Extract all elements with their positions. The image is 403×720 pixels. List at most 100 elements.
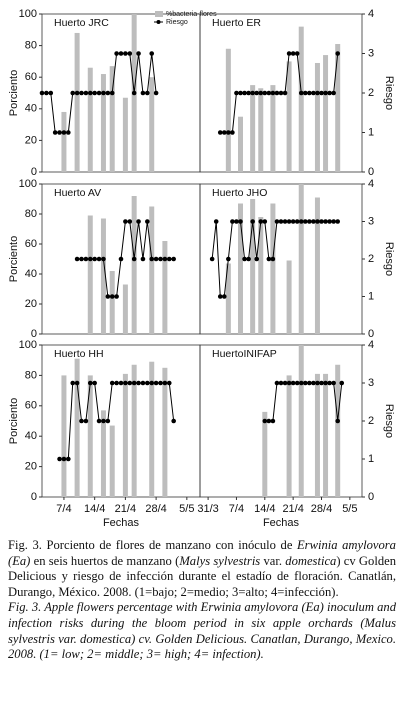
bar <box>335 44 341 172</box>
bar <box>162 241 168 334</box>
risk-point <box>290 51 296 56</box>
bar <box>225 263 231 334</box>
bar <box>314 373 320 497</box>
y2-axis-label: Riesgo <box>383 242 395 276</box>
bar <box>323 55 329 172</box>
risk-point <box>127 51 133 56</box>
risk-point <box>323 219 328 224</box>
risk-point <box>274 380 280 386</box>
risk-point <box>230 219 235 224</box>
x-tick-label: 14/4 <box>84 503 105 515</box>
y2-tick-label: 0 <box>368 491 374 503</box>
bar <box>225 48 231 173</box>
risk-point <box>74 256 80 262</box>
risk-point <box>266 418 272 424</box>
caption-segment: Fig. 3. Porciento de flores de manzano c… <box>8 538 297 552</box>
risk-point <box>331 90 336 96</box>
bar <box>74 32 80 173</box>
risk-point <box>217 294 223 299</box>
risk-point <box>270 256 276 262</box>
y-tick-label: 20 <box>25 461 37 473</box>
caption: Fig. 3. Porciento de flores de manzano c… <box>8 538 396 663</box>
risk-point <box>136 380 141 386</box>
x-tick-label: 28/4 <box>145 503 166 515</box>
risk-point <box>278 380 284 386</box>
risk-point <box>213 219 219 224</box>
bar <box>162 367 168 497</box>
risk-point <box>92 380 97 386</box>
y-tick-label: 20 <box>25 298 37 310</box>
bar <box>149 77 155 172</box>
y-tick-label: 20 <box>25 134 37 146</box>
bar <box>335 364 341 497</box>
bar <box>87 215 93 334</box>
risk-point <box>118 380 124 386</box>
y-axis-label: Porciento <box>8 70 20 116</box>
risk-point <box>145 90 150 96</box>
risk-point <box>118 256 124 262</box>
y2-tick-label: 1 <box>368 453 374 465</box>
y2-tick-label: 0 <box>368 328 374 340</box>
bar <box>61 375 67 497</box>
risk-point <box>238 219 243 224</box>
y2-tick-label: 2 <box>368 415 374 427</box>
risk-point <box>87 256 93 262</box>
bar <box>122 97 128 172</box>
bar <box>100 410 106 497</box>
y2-tick-label: 3 <box>368 47 374 59</box>
risk-point <box>319 380 324 386</box>
risk-point <box>303 90 308 96</box>
risk-point <box>307 219 312 224</box>
y-tick-label: 60 <box>25 238 37 250</box>
caption-segment: ) cv Golden Delicious y riesgo de infecc… <box>8 553 397 599</box>
risk-point <box>114 380 119 386</box>
risk-point <box>131 256 137 262</box>
bar <box>314 197 320 334</box>
risk-point <box>250 90 255 96</box>
y-axis-label: Porciento <box>8 398 20 444</box>
panel-title: HuertoINIFAP <box>212 348 277 360</box>
y-tick-label: 80 <box>25 208 37 220</box>
risk-point <box>123 51 128 56</box>
risk-point <box>87 380 93 386</box>
risk-point <box>303 219 308 224</box>
bar <box>149 206 155 334</box>
y-tick-label: 0 <box>31 491 37 503</box>
caption-segment: domestica <box>285 553 337 568</box>
y2-tick-label: 3 <box>368 215 374 227</box>
bar <box>74 358 80 497</box>
risk-point <box>262 418 268 424</box>
risk-point <box>166 380 172 386</box>
risk-point <box>319 219 324 224</box>
risk-point <box>290 219 296 224</box>
risk-point <box>79 256 84 262</box>
risk-point <box>114 294 119 299</box>
risk-point <box>105 90 111 96</box>
risk-point <box>298 219 304 224</box>
plot-frame <box>199 183 363 335</box>
bar <box>100 74 106 172</box>
risk-point <box>274 219 280 224</box>
risk-point <box>171 256 176 262</box>
risk-point <box>153 256 159 262</box>
y2-tick-label: 3 <box>368 377 374 389</box>
y-tick-label: 60 <box>25 71 37 83</box>
risk-point <box>234 219 239 224</box>
risk-point <box>101 90 106 96</box>
y-tick-label: 40 <box>25 430 37 442</box>
risk-point <box>294 380 300 386</box>
risk-point <box>331 380 336 386</box>
risk-point <box>92 256 97 262</box>
risk-point <box>303 380 308 386</box>
risk-point <box>246 90 251 96</box>
risk-point <box>315 90 320 96</box>
risk-point <box>52 130 58 135</box>
risk-point <box>323 380 328 386</box>
risk-point <box>145 219 150 224</box>
risk-point <box>44 90 49 96</box>
risk-point <box>166 256 172 262</box>
risk-point <box>270 90 276 96</box>
